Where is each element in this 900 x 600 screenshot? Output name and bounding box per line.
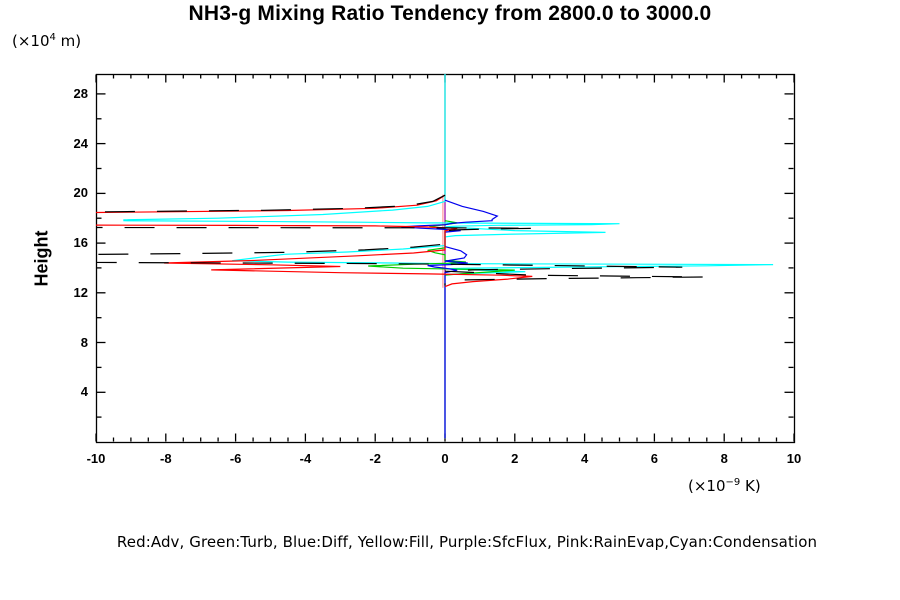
x-tick-label: -10 <box>86 451 106 466</box>
y-tick-label: 24 <box>73 135 88 151</box>
y-tick-label: 12 <box>73 284 88 300</box>
series-color-legend: Red:Adv, Green:Turb, Blue:Diff, Yellow:F… <box>116 533 818 551</box>
x-unit-suffix: K) <box>740 477 761 495</box>
axis-ticks <box>95 74 795 442</box>
y-unit-exponent: 4 <box>49 32 56 43</box>
x-axis-unit: (×10−9 K) <box>688 477 761 495</box>
y-tick-label: 20 <box>73 185 88 201</box>
y-tick-label: 28 <box>73 85 88 101</box>
x-tick-label: 2 <box>511 451 519 466</box>
x-tick-label: 4 <box>580 451 589 466</box>
y-tick-label: 4 <box>80 384 88 400</box>
x-tick-label: 6 <box>650 451 659 466</box>
x-unit-exponent: −9 <box>725 477 741 488</box>
x-tick-label: -6 <box>229 451 242 466</box>
series-black <box>96 194 704 286</box>
x-tick-label: 10 <box>786 451 802 466</box>
x-tick-label: 0 <box>441 451 449 466</box>
y-unit-suffix: m) <box>55 32 82 50</box>
y-tick-label: 8 <box>80 334 88 350</box>
x-unit-prefix: (×10 <box>688 477 726 495</box>
x-tick-label: 8 <box>720 451 728 466</box>
y-axis-unit: (×104 m) <box>12 32 81 50</box>
series-condensation <box>123 74 774 439</box>
x-tick-label: -2 <box>369 451 381 466</box>
x-tick-label: -8 <box>160 451 172 466</box>
y-tick-label: 16 <box>73 235 88 251</box>
chart-title: NH3-g Mixing Ratio Tendency from 2800.0 … <box>188 2 712 25</box>
y-unit-prefix: (×10 <box>12 32 50 50</box>
x-tick-label: -4 <box>299 451 312 466</box>
series-adv <box>96 194 533 288</box>
